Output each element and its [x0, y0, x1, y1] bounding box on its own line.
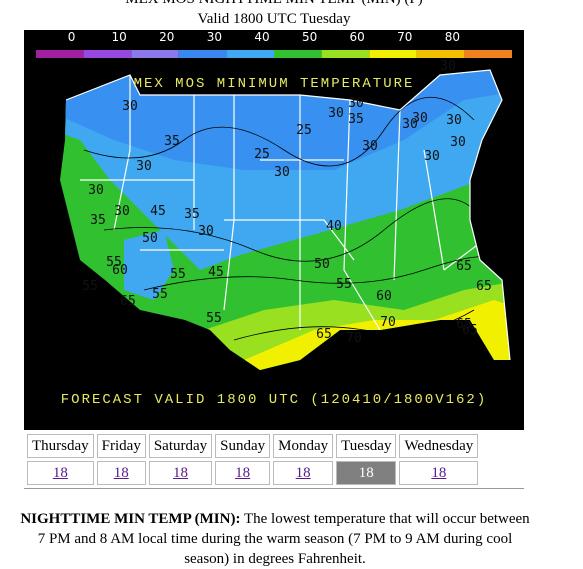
day-header: Tuesday: [336, 434, 397, 458]
day-link[interactable]: 18: [295, 464, 311, 481]
day-header: Saturday: [148, 434, 213, 458]
scale-label: 0: [68, 30, 76, 44]
day-header: Thursday: [27, 434, 94, 458]
contour-label: 55: [336, 277, 352, 292]
contour-label: 45: [208, 265, 224, 280]
contour-label: 30: [446, 113, 462, 128]
day-header: Sunday: [215, 434, 271, 458]
contour-label: 70: [380, 315, 396, 330]
day-cell: 18: [215, 461, 271, 485]
contour-label: 55: [206, 311, 222, 326]
map-footer: FORECAST VALID 1800 UTC (120410/1800V162…: [61, 392, 487, 408]
day-cell: 18: [96, 461, 146, 485]
scale-label: 70: [397, 30, 412, 44]
map-title: MEX MOS MINIMUM TEMPERATURE: [134, 76, 415, 92]
day-link[interactable]: 18: [113, 464, 129, 481]
day-cell: 18: [148, 461, 213, 485]
contour-label: 55: [106, 255, 122, 270]
day-link[interactable]: 18: [358, 464, 374, 481]
contour-label: 30: [362, 139, 378, 154]
day-link[interactable]: 18: [235, 464, 251, 481]
description-text: The lowest temperature that will occur b…: [37, 511, 530, 567]
contour-label: 25: [296, 123, 312, 138]
day-header: Friday: [96, 434, 146, 458]
contour-label: 30: [122, 99, 138, 114]
scale-swatch: [36, 50, 84, 58]
scale-swatch: [416, 50, 465, 58]
contour-label: 65: [476, 279, 492, 294]
scale-swatch: [178, 50, 227, 58]
day-cell: 18: [273, 461, 334, 485]
contour-label: 35: [164, 134, 180, 149]
scale-label: 40: [254, 30, 269, 44]
contour-label: 65: [456, 317, 472, 332]
scale-label: 50: [302, 30, 317, 44]
contour-label: 65: [462, 323, 478, 338]
contour-label: 55: [170, 267, 186, 282]
contour-label: 60: [376, 289, 392, 304]
scale-swatch: [131, 50, 179, 58]
contour-label: 30: [88, 183, 104, 198]
divider: [24, 488, 524, 489]
subtitle: Valid 1800 UTC Tuesday: [197, 11, 351, 27]
contour-label: 30: [402, 117, 418, 132]
scale-swatch: [226, 50, 274, 58]
contour-label: 70: [346, 331, 362, 346]
scale-label: 80: [445, 30, 460, 44]
contour-label: 30: [348, 96, 364, 111]
scale-swatch: [274, 50, 322, 58]
scale-swatch: [83, 50, 132, 58]
contour-label: 65: [120, 294, 136, 309]
contour-label: 45: [150, 204, 166, 219]
scale-label: 20: [159, 30, 174, 44]
contour-label: 30: [328, 106, 344, 121]
contour-label: 50: [142, 231, 158, 246]
day-cell: 18: [399, 461, 479, 485]
contour-label: 30: [412, 111, 428, 126]
contour-label: 55: [82, 279, 98, 294]
day-link[interactable]: 18: [52, 464, 68, 481]
contour-label: 60: [112, 263, 128, 278]
contour-label: 25: [254, 147, 270, 162]
scale-label: 60: [350, 30, 365, 44]
contour-label: 30: [136, 159, 152, 174]
contour-label: 30: [114, 204, 130, 219]
scale-swatch: [464, 50, 512, 58]
day-header: Wednesday: [399, 434, 479, 458]
contour-label: 65: [456, 259, 472, 274]
day-link[interactable]: 18: [172, 464, 188, 481]
description-term: NIGHTTIME MIN TEMP (MIN):: [20, 511, 241, 527]
day-link[interactable]: 18: [431, 464, 447, 481]
scale-label: 30: [207, 30, 222, 44]
contour-label: 35: [348, 112, 364, 127]
title: MEX MOS NIGHTTIME MIN TEMP (MIN) (F): [0, 0, 548, 8]
day-table: Thursday Friday Saturday Sunday Monday Tuesda…: [24, 431, 481, 488]
scale-swatch: [369, 50, 417, 58]
scale-label: 10: [112, 30, 127, 44]
contour-label: 35: [90, 213, 106, 228]
contour-label: 30: [274, 165, 290, 180]
contour-label: 55: [152, 287, 168, 302]
scale-swatch: [321, 50, 370, 58]
contour-label: 40: [326, 219, 342, 234]
day-header: Monday: [273, 434, 334, 458]
description: NIGHTTIME MIN TEMP (MIN): The lowest tem…: [20, 509, 530, 569]
day-cell: 18: [336, 461, 397, 485]
contour-label: 65: [316, 327, 332, 342]
contour-label: 35: [184, 207, 200, 222]
contour-label: 30: [440, 59, 456, 74]
contour-label: 30: [450, 135, 466, 150]
contour-label: 30: [198, 224, 214, 239]
contour-label: 30: [424, 149, 440, 164]
day-cell: 18: [27, 461, 94, 485]
contour-label: 50: [314, 257, 330, 272]
map: 0 10 20 30 40 50 60 70 80 MEX MOS MINIMUM TEMPER…: [24, 30, 524, 430]
